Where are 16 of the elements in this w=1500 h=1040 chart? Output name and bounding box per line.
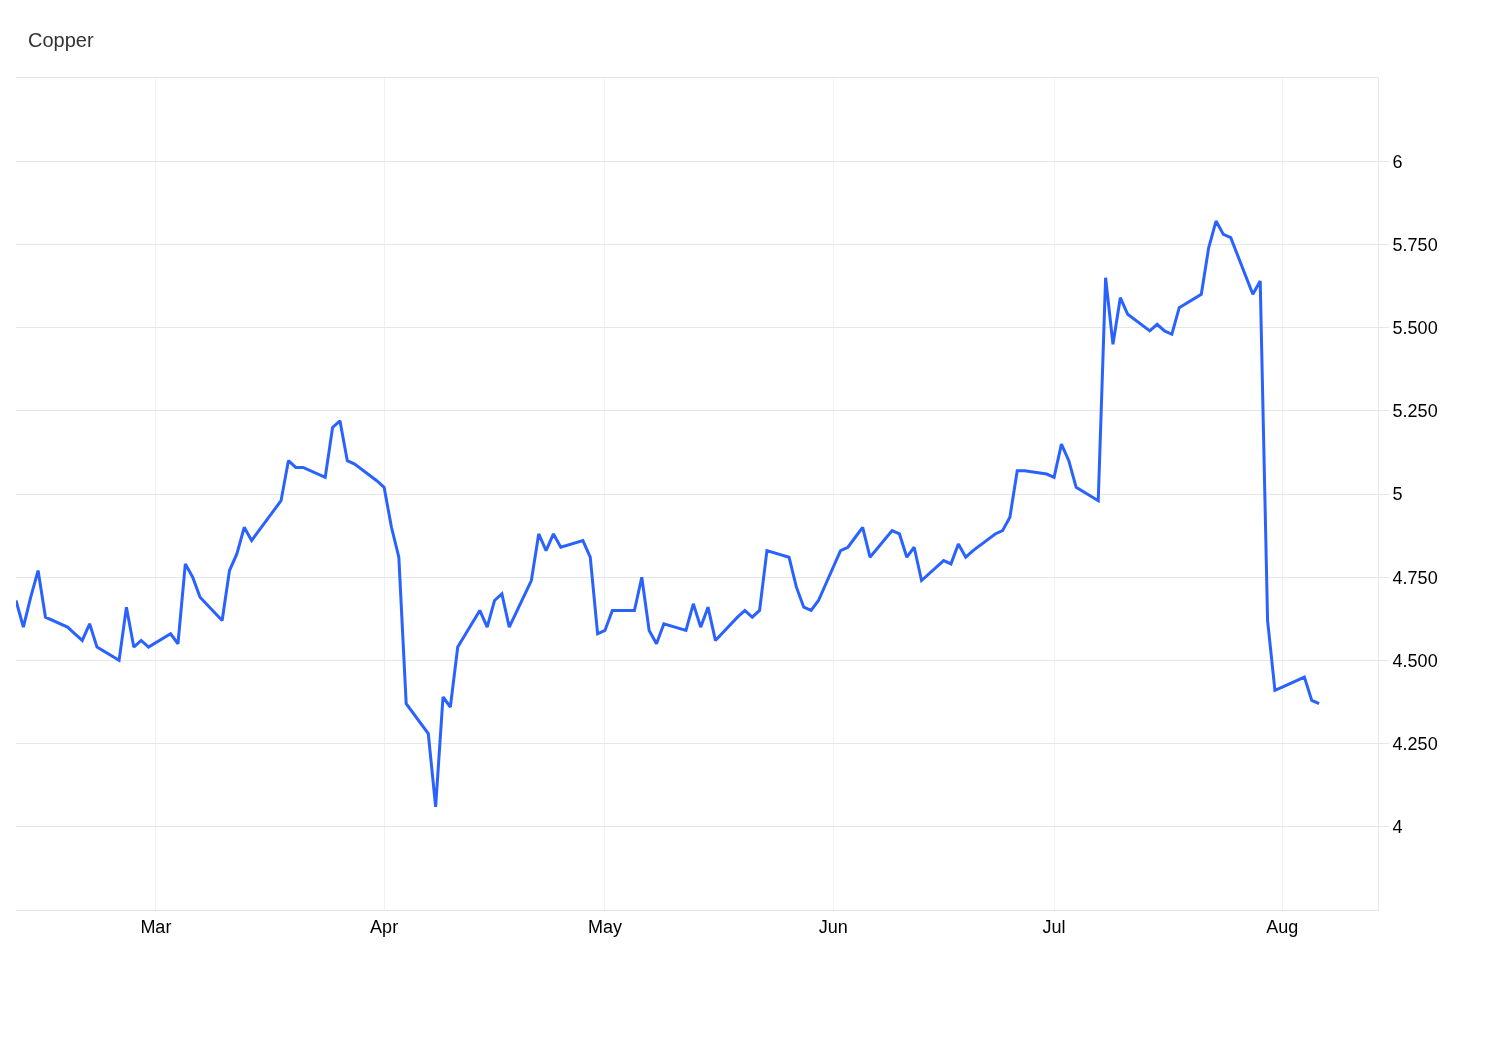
y-tick-label: 4.750 [1392,567,1438,588]
chart-title: Copper [28,29,94,51]
y-tick-label: 6 [1392,151,1403,172]
y-tick-label: 4.250 [1392,733,1438,754]
y-tick-label: 5.500 [1392,317,1438,338]
x-tick-label: May [587,916,622,937]
x-tick-label: Jun [818,916,848,937]
y-tick-label: 4 [1392,817,1403,838]
y-tick-label: 5.250 [1392,401,1438,422]
y-tick-label: 5 [1392,484,1403,505]
x-tick-label: Aug [1266,916,1299,937]
x-tick-label: Jul [1042,916,1066,937]
x-tick-label: Apr [370,916,399,937]
y-tick-label: 4.500 [1392,650,1438,671]
y-tick-label: 5.750 [1392,234,1438,255]
x-tick-label: Mar [140,916,172,937]
